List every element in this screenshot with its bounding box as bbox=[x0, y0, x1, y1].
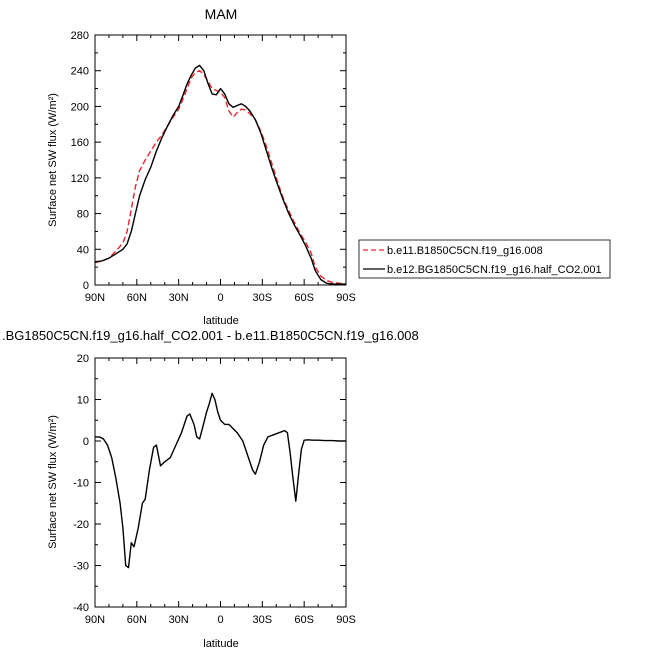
top-plot-frame bbox=[94, 34, 347, 286]
bottom-x-axis-label: latitude bbox=[203, 638, 238, 650]
bottom-y-tick-label: -40 bbox=[73, 602, 89, 614]
top-y-axis-label: Surface net SW flux (W/m²) bbox=[47, 93, 59, 227]
top-y-tick-label: 120 bbox=[71, 173, 89, 185]
top-x-tick-label: 60N bbox=[127, 292, 147, 304]
legend: b.e11.B1850C5CN.f19_g16.008 b.e12.BG1850… bbox=[358, 239, 611, 279]
top-y-tick-label: 240 bbox=[71, 66, 89, 78]
top-y-tick-label: 280 bbox=[71, 30, 89, 42]
bottom-plot-frame bbox=[94, 357, 347, 608]
top-y-tick-label: 0 bbox=[83, 280, 89, 292]
top-y-tick-label: 80 bbox=[77, 209, 89, 221]
top-y-tick-label: 40 bbox=[77, 244, 89, 256]
legend-label-series-1: b.e11.B1850C5CN.f19_g16.008 bbox=[387, 245, 543, 257]
bottom-x-tick-label: 30N bbox=[169, 614, 189, 626]
bottom-panel: .BG1850C5CN.f19_g16.half_CO2.001 - b.e11… bbox=[2, 328, 419, 650]
bottom-x-tick-label: 30S bbox=[253, 614, 273, 626]
top-x-tick-label: 90S bbox=[336, 292, 356, 304]
bottom-y-axis-label: Surface net SW flux (W/m²) bbox=[47, 415, 59, 549]
bottom-x-tick-label: 60N bbox=[127, 614, 147, 626]
top-x-tick-label: 90N bbox=[85, 292, 105, 304]
top-panel: MAM 90N 60N 30N 0 30S 60S 90S 0 40 80 120 160 200 240… bbox=[47, 6, 356, 327]
bottom-chart-title: .BG1850C5CN.f19_g16.half_CO2.001 - b.e11… bbox=[2, 328, 419, 343]
bottom-y-tick-label: 10 bbox=[77, 395, 89, 407]
top-x-axis-label: latitude bbox=[203, 315, 238, 327]
bottom-x-tick-label: 90N bbox=[85, 614, 105, 626]
bottom-x-tick-label: 0 bbox=[217, 614, 223, 626]
bottom-x-tick-label: 90S bbox=[336, 614, 356, 626]
bottom-y-tick-label: -10 bbox=[73, 478, 89, 490]
top-plot-area: 90N 60N 30N 0 30S 60S 90S 0 40 80 120 160 200 240 280 bbox=[71, 30, 356, 304]
bottom-series-line-1 bbox=[95, 392, 346, 569]
top-y-tick-label: 160 bbox=[71, 137, 89, 149]
bottom-x-tick-label: 60S bbox=[294, 614, 314, 626]
top-x-tick-label: 30S bbox=[253, 292, 273, 304]
top-y-tick-label: 200 bbox=[71, 101, 89, 113]
bottom-y-tick-label: -30 bbox=[73, 561, 89, 573]
top-x-tick-label: 0 bbox=[217, 292, 223, 304]
bottom-y-tick-label: 20 bbox=[77, 353, 89, 365]
legend-label-series-2: b.e12.BG1850C5CN.f19_g16.half_CO2.001 bbox=[387, 264, 602, 276]
top-series-line-2 bbox=[94, 64, 346, 285]
bottom-y-tick-label: -20 bbox=[73, 519, 89, 531]
top-chart-title: MAM bbox=[205, 6, 238, 22]
bottom-plot-area: 90N 60N 30N 0 30S 60S 90S -40 -30 -20 -10 0 10 20 bbox=[73, 353, 356, 626]
bottom-y-tick-label: 0 bbox=[83, 436, 89, 448]
legend-box bbox=[358, 239, 611, 279]
top-x-tick-label: 60S bbox=[294, 292, 314, 304]
top-x-tick-label: 30N bbox=[169, 292, 189, 304]
